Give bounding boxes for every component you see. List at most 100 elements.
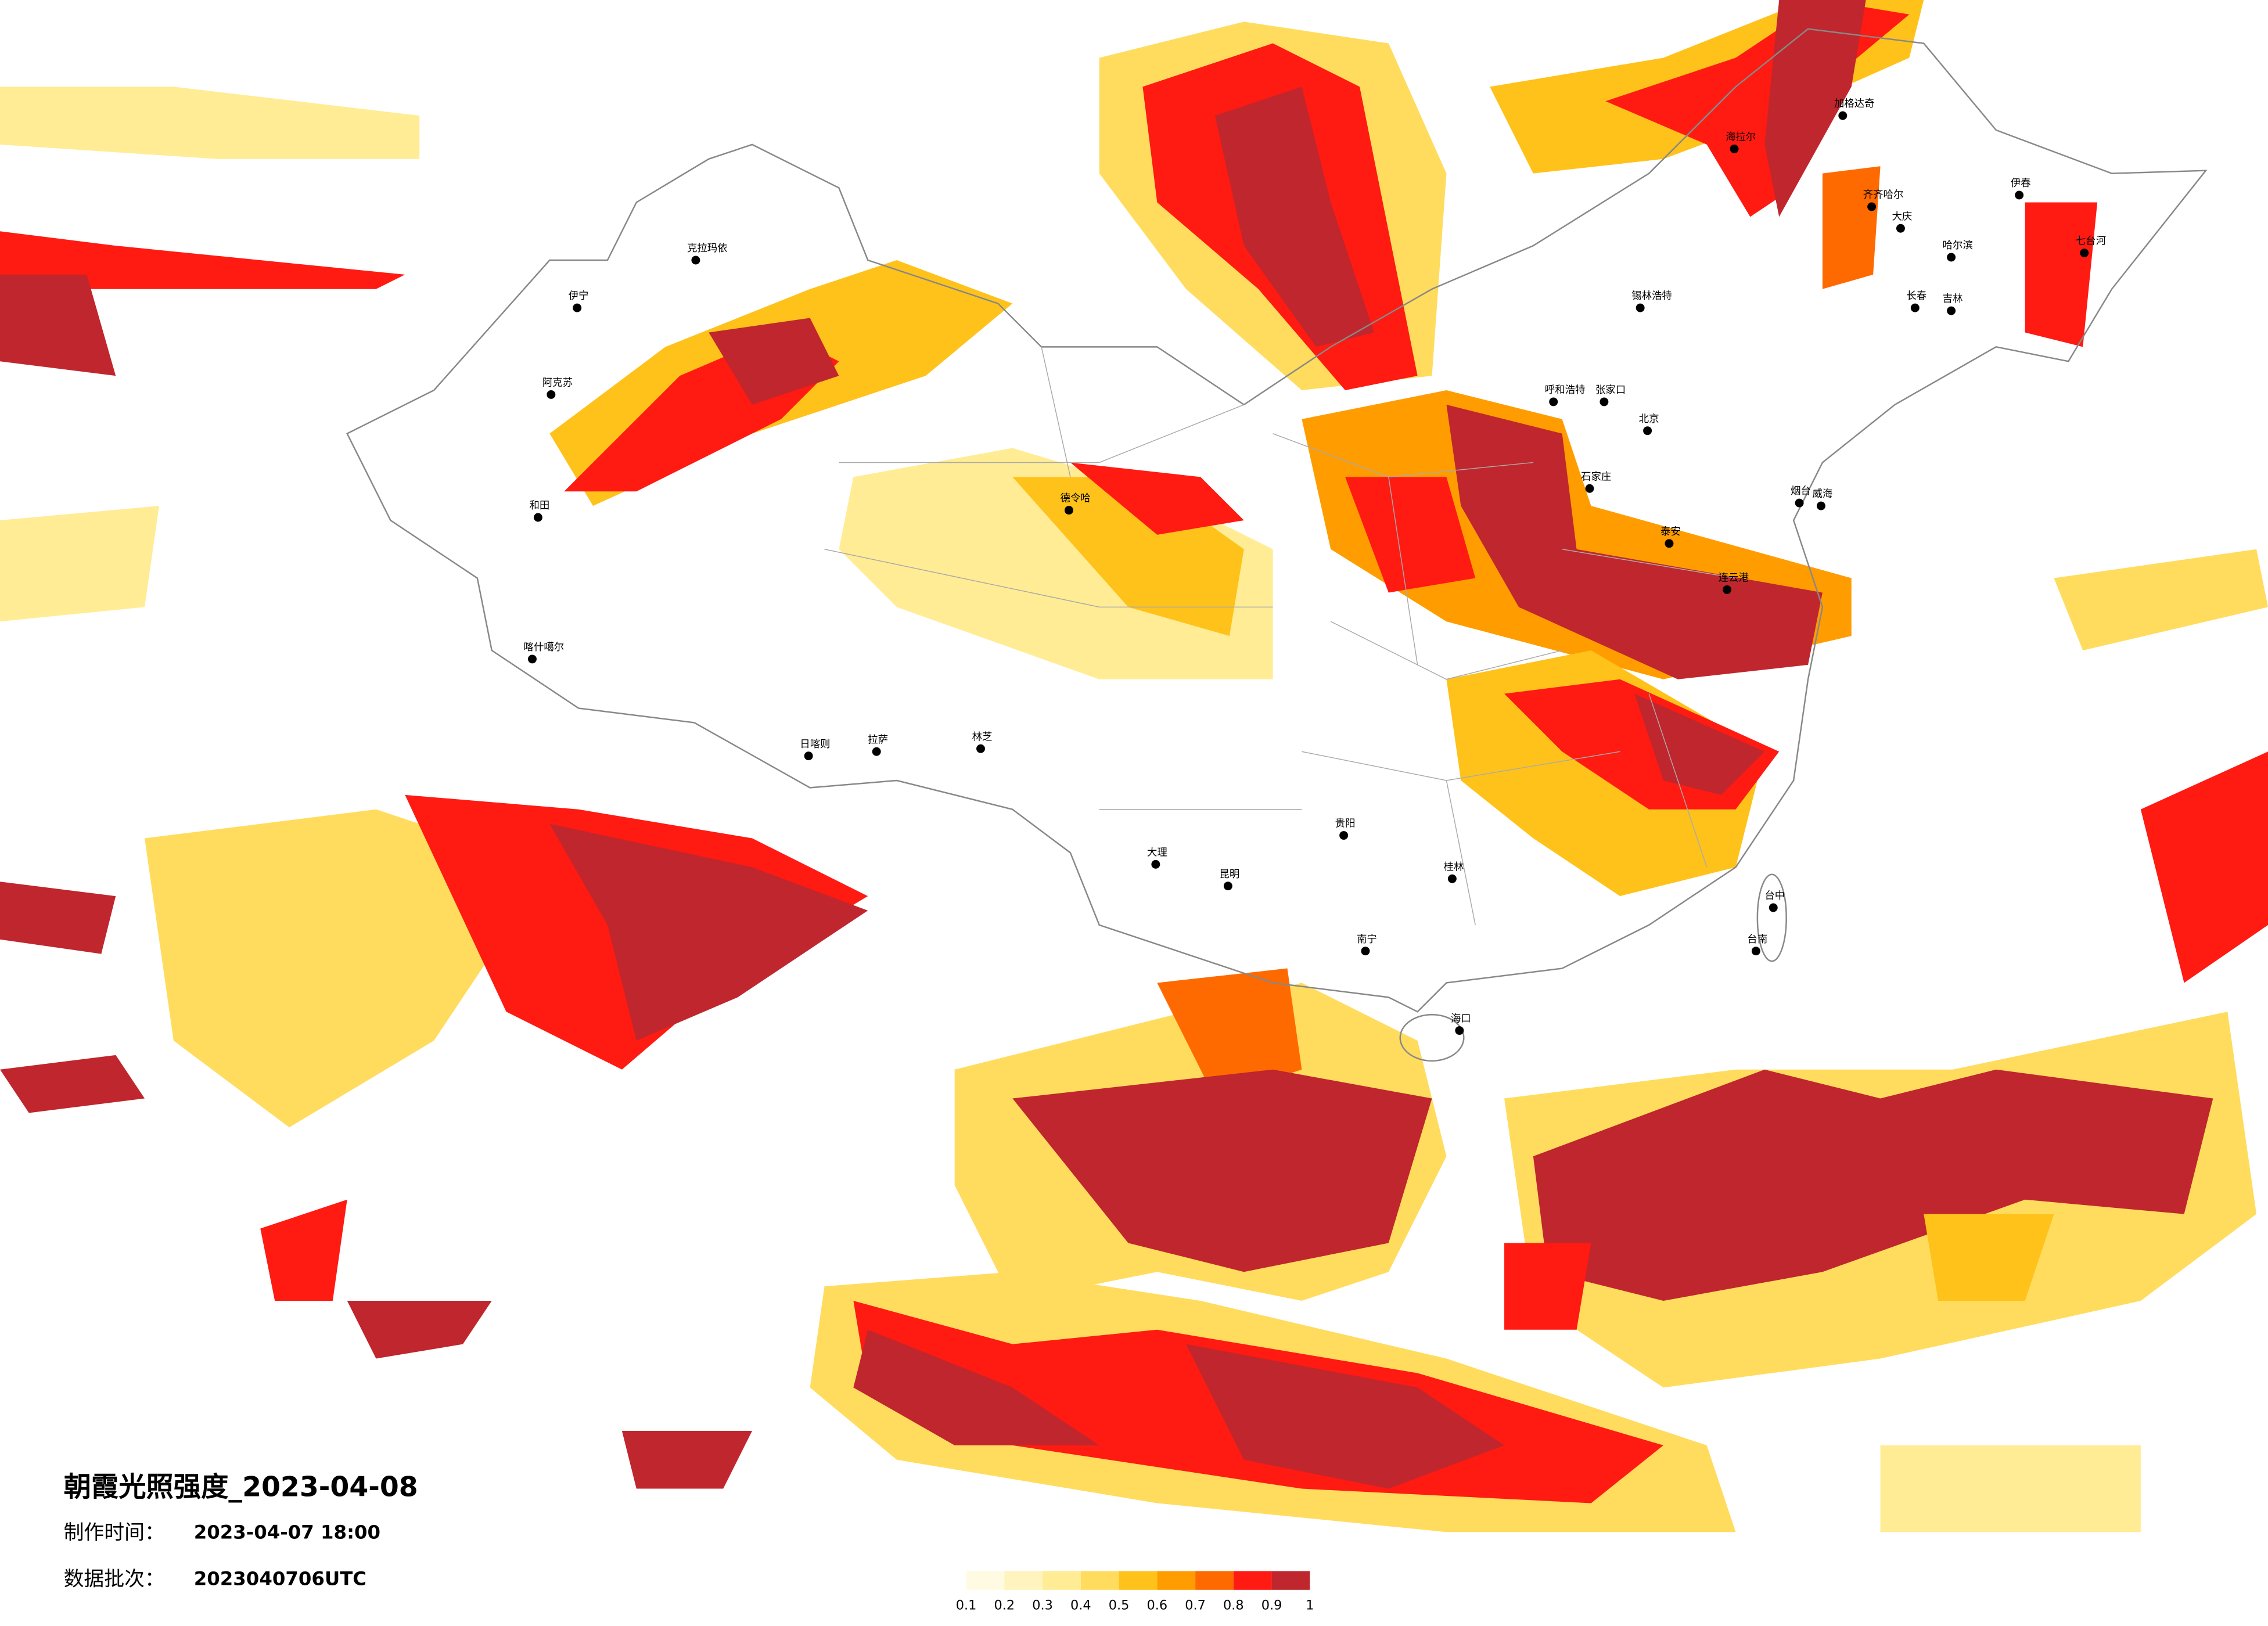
city-label: 昆明 bbox=[1219, 869, 1239, 880]
city-label: 大理 bbox=[1147, 847, 1167, 858]
city-dot bbox=[1896, 224, 1905, 233]
map-title: 朝霞光照强度_2023-04-08 bbox=[64, 1472, 418, 1503]
city-label: 威海 bbox=[1813, 488, 1833, 500]
city-label: 海口 bbox=[1451, 1013, 1471, 1025]
city-dot bbox=[1947, 306, 1956, 315]
city-label: 喀什噶尔 bbox=[524, 642, 565, 653]
city-label: 锡林浩特 bbox=[1631, 290, 1672, 302]
legend-tick-label: 0.6 bbox=[1147, 1598, 1168, 1613]
intensity-patch bbox=[1345, 477, 1476, 593]
batch-label: 数据批次： bbox=[64, 1567, 165, 1591]
city-label: 大庆 bbox=[1892, 211, 1912, 222]
city-label: 北京 bbox=[1639, 413, 1659, 425]
city-label: 长春 bbox=[1906, 290, 1926, 302]
legend-tick-label: 0.9 bbox=[1261, 1598, 1282, 1613]
intensity-patch bbox=[2025, 202, 2098, 347]
city-label: 日喀则 bbox=[800, 739, 830, 750]
legend-tick-label: 0.5 bbox=[1109, 1598, 1130, 1613]
batch-value: 2023040706UTC bbox=[194, 1567, 366, 1589]
city-dot bbox=[1838, 111, 1848, 120]
intensity-patch bbox=[1070, 462, 1244, 535]
city-label: 七台河 bbox=[2076, 236, 2106, 247]
city-label: 张家口 bbox=[1595, 384, 1626, 396]
city-label: 贵阳 bbox=[1335, 818, 1356, 830]
city-dot bbox=[1910, 303, 1920, 312]
city-label: 南宁 bbox=[1357, 934, 1377, 945]
city-dot bbox=[1549, 397, 1558, 406]
intensity-patch bbox=[1186, 1344, 1505, 1489]
intensity-patch bbox=[0, 1055, 145, 1113]
city-dot bbox=[533, 513, 542, 522]
legend-swatch bbox=[1119, 1571, 1158, 1590]
city-label: 连云港 bbox=[1719, 573, 1749, 584]
intensity-patch bbox=[1214, 87, 1374, 347]
city-dot bbox=[1723, 585, 1732, 594]
china-outline bbox=[346, 28, 2208, 1013]
legend-swatch bbox=[1080, 1571, 1119, 1590]
city-label: 烟台 bbox=[1791, 485, 1811, 497]
city-dot bbox=[1455, 1026, 1464, 1035]
intensity-patch bbox=[1822, 166, 1881, 289]
legend-tick-label: 0.8 bbox=[1223, 1598, 1244, 1613]
city-label: 德令哈 bbox=[1060, 493, 1090, 505]
city-dot bbox=[1151, 859, 1160, 869]
legend-tick-label: 0.1 bbox=[956, 1598, 977, 1613]
intensity-patch bbox=[0, 87, 420, 159]
intensity-patch bbox=[1012, 1069, 1432, 1272]
intensity-patch bbox=[347, 1301, 492, 1359]
intensity-patch bbox=[1764, 0, 1866, 217]
city-label: 台南 bbox=[1747, 934, 1767, 945]
city-dot bbox=[1064, 506, 1073, 515]
legend-tick-label: 0.7 bbox=[1185, 1598, 1206, 1613]
legend-tick-label: 0.4 bbox=[1070, 1598, 1091, 1613]
city-dot bbox=[1447, 874, 1457, 883]
city-dot bbox=[1600, 397, 1609, 406]
legend-swatch bbox=[966, 1571, 1005, 1590]
city-label: 林芝 bbox=[972, 731, 993, 743]
city-dot bbox=[1730, 144, 1739, 153]
city-label: 克拉玛依 bbox=[687, 243, 728, 254]
city-dot bbox=[1795, 498, 1804, 508]
city-label: 台中 bbox=[1764, 890, 1785, 902]
intensity-patch bbox=[145, 809, 550, 1128]
city-dot bbox=[2015, 190, 2024, 200]
legend-swatch bbox=[1271, 1571, 1310, 1590]
taiwan bbox=[1756, 873, 1787, 962]
city-dot bbox=[1769, 903, 1778, 912]
city-dot bbox=[1751, 947, 1760, 956]
city-dot bbox=[1339, 831, 1349, 840]
intensity-patch bbox=[1504, 1243, 1591, 1330]
intensity-patch bbox=[0, 882, 116, 954]
city-dot bbox=[1947, 253, 1956, 262]
city-label: 桂林 bbox=[1443, 861, 1464, 873]
intensity-patch bbox=[709, 318, 839, 405]
legend-tick-label: 0.3 bbox=[1032, 1598, 1053, 1613]
intensity-patch bbox=[0, 231, 405, 289]
legend-swatch bbox=[1157, 1571, 1196, 1590]
intensity-patch bbox=[1157, 968, 1302, 1099]
intensity-patch bbox=[2054, 549, 2268, 650]
city-dot bbox=[872, 747, 881, 756]
legend-swatch bbox=[1004, 1571, 1043, 1590]
city-dot bbox=[1223, 882, 1232, 891]
city-dot bbox=[2080, 249, 2089, 258]
city-dot bbox=[1361, 947, 1370, 956]
legend-swatch bbox=[1043, 1571, 1081, 1590]
city-label: 呼和浩特 bbox=[1545, 384, 1586, 396]
intensity-patch bbox=[1634, 693, 1765, 795]
city-dot bbox=[528, 654, 537, 664]
legend: 0.1 0.2 0.3 0.4 0.5 0.6 0.7 0.8 0.9 1 bbox=[956, 1571, 1314, 1613]
legend-swatch bbox=[1195, 1571, 1234, 1590]
city-dot bbox=[1665, 539, 1674, 548]
city-label: 加格达奇 bbox=[1834, 98, 1875, 110]
production-value: 2023-04-07 18:00 bbox=[194, 1521, 380, 1544]
intensity-field bbox=[0, 0, 2268, 1533]
city-dot bbox=[1585, 484, 1594, 493]
city-label: 泰安 bbox=[1660, 526, 1681, 538]
legend-swatch bbox=[1233, 1571, 1272, 1590]
city-dot bbox=[547, 390, 556, 399]
city-label: 拉萨 bbox=[868, 734, 888, 746]
city-label: 齐齐哈尔 bbox=[1863, 189, 1904, 201]
intensity-patch bbox=[0, 506, 159, 622]
legend-tick-label: 1 bbox=[1306, 1598, 1314, 1613]
